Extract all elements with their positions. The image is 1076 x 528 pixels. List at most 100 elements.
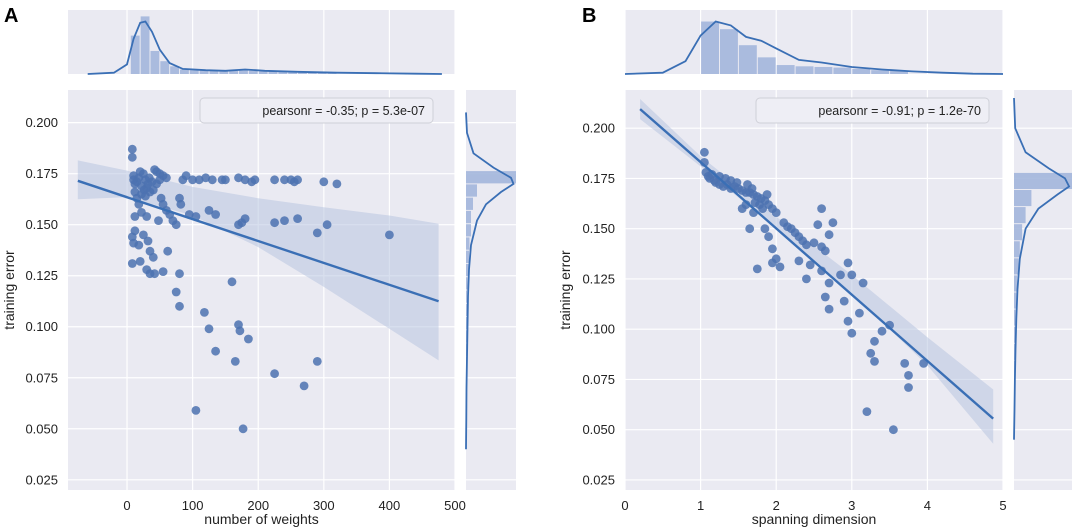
data-point	[322, 220, 332, 230]
data-point	[204, 324, 214, 334]
y-tick-label: 0.025	[582, 472, 615, 487]
data-point	[745, 224, 755, 234]
data-point	[171, 220, 181, 230]
data-point	[870, 357, 879, 366]
data-point	[760, 224, 770, 234]
data-point	[847, 270, 857, 280]
data-point	[134, 240, 144, 250]
data-point	[747, 184, 757, 193]
top-hist-bar	[833, 67, 852, 74]
data-point	[270, 175, 279, 185]
data-point	[139, 230, 148, 240]
right-hist-bar	[1014, 309, 1016, 326]
top-hist-bar	[258, 71, 268, 74]
x-tick-label: 1	[697, 498, 704, 513]
right-hist-bar	[1014, 326, 1016, 343]
y-tick-label: 0.050	[582, 422, 615, 437]
x-tick-label: 0	[123, 498, 130, 513]
top-hist-bar	[776, 65, 795, 74]
data-point	[817, 204, 826, 214]
data-point	[805, 260, 815, 270]
regression-line	[77, 179, 439, 303]
top-hist-bar	[307, 72, 317, 74]
y-tick-label: 0.075	[582, 372, 615, 387]
y-tick-label: 0.075	[25, 370, 58, 385]
right-kde-curve	[465, 112, 515, 450]
y-tick-label: 0.175	[582, 171, 615, 186]
pearson-annotation: pearsonr = -0.35; p = 5.3e-07	[262, 104, 425, 118]
data-point	[181, 171, 191, 181]
data-point	[293, 175, 302, 185]
data-point	[824, 278, 834, 288]
data-point	[162, 173, 171, 183]
top-hist-bar	[757, 57, 776, 74]
data-point	[244, 334, 253, 344]
top-hist-bar	[219, 70, 229, 74]
right-hist-bar	[1014, 292, 1017, 309]
data-point	[171, 287, 181, 297]
top-hist-bar	[239, 70, 248, 74]
top-hist-bar	[229, 70, 239, 74]
data-point	[230, 357, 240, 366]
data-point	[204, 206, 214, 215]
data-point	[332, 179, 342, 189]
plot-area	[625, 90, 1003, 490]
data-point	[700, 147, 709, 157]
data-point	[270, 218, 279, 228]
data-point	[802, 240, 811, 250]
data-point	[240, 214, 250, 224]
top-hist-bar	[268, 71, 278, 74]
data-point	[866, 348, 876, 358]
y-tick-label: 0.150	[25, 217, 58, 232]
right-hist-bar	[466, 224, 471, 237]
data-point	[877, 326, 887, 336]
data-point	[768, 244, 777, 254]
right-kde-curve	[1013, 97, 1071, 440]
y-axis-label: training error	[557, 250, 573, 330]
right-hist-bar	[1014, 224, 1023, 241]
right-hist-bar	[1014, 189, 1032, 207]
right-hist-bar	[466, 210, 471, 224]
data-point	[862, 407, 872, 416]
data-point	[824, 230, 834, 240]
x-tick-label: 100	[182, 498, 204, 513]
data-point	[771, 208, 781, 218]
y-tick-label: 0.125	[582, 271, 615, 286]
top-hist-bar	[814, 66, 833, 74]
data-point	[200, 308, 209, 317]
data-point	[385, 230, 394, 240]
top-hist-bar	[180, 69, 189, 74]
panel-b: B 0 1 2 3 4 5 0.025 0.050 0.075 0.100 0.125 0.150 0.1…	[557, 5, 1072, 527]
right-hist-bar	[1014, 275, 1017, 292]
x-tick-label: 500	[444, 498, 466, 513]
data-point	[163, 246, 173, 256]
x-tick-label: 300	[313, 498, 335, 513]
top-hist-bar	[720, 29, 738, 74]
top-hist-bar	[199, 70, 209, 74]
right-hist-bar	[1014, 241, 1020, 258]
y-tick-label: 0.200	[25, 115, 58, 130]
data-point	[175, 301, 184, 311]
data-point	[201, 173, 211, 183]
annotation-box	[755, 97, 990, 124]
top-hist-bar	[852, 68, 871, 74]
right-hist-bar	[1014, 172, 1072, 189]
data-point	[127, 152, 137, 162]
data-point	[813, 220, 823, 230]
right-hist-bar	[466, 184, 477, 197]
panel-letter: A	[4, 5, 18, 27]
data-point	[135, 257, 145, 266]
data-point	[319, 177, 329, 187]
pearson-annotation: pearsonr = -0.91; p = 1.2e-70	[818, 104, 981, 118]
data-point	[775, 262, 785, 272]
top-hist-bar	[130, 35, 140, 74]
data-point	[299, 381, 309, 391]
data-point	[143, 236, 153, 246]
top-hist-bar	[795, 66, 814, 74]
data-point	[235, 326, 245, 336]
right-hist-bar	[1014, 207, 1026, 224]
data-point	[211, 210, 221, 219]
data-point	[900, 359, 910, 368]
top-marginal-area	[625, 10, 1003, 74]
